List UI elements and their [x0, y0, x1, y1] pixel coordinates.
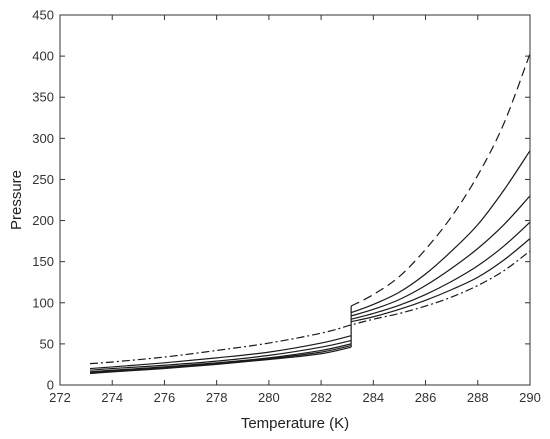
- series-line-1: [350, 53, 531, 307]
- y-tick-label: 450: [32, 8, 54, 23]
- series-line-6: [89, 250, 531, 365]
- y-tick-label: 350: [32, 90, 54, 105]
- x-tick-label: 288: [467, 390, 489, 405]
- series-line-9: [89, 343, 352, 373]
- plot-background: [60, 15, 530, 385]
- x-tick-label: 278: [206, 390, 228, 405]
- series-line-3: [350, 195, 531, 317]
- series-line-10: [89, 344, 352, 374]
- series-line-2: [350, 150, 531, 314]
- series-line-7: [89, 335, 352, 370]
- x-axis-ticks: 272 274 276 278 280 282 284 286 288 290: [49, 15, 541, 405]
- series-line-5: [351, 238, 531, 323]
- y-axis-ticks: 0 50 100 150 200 250 300 350 400 450: [32, 8, 530, 393]
- y-tick-label: 0: [47, 378, 54, 393]
- x-tick-label: 284: [362, 390, 384, 405]
- series-line-11: [89, 346, 352, 375]
- x-tick-label: 280: [258, 390, 280, 405]
- y-tick-label: 200: [32, 213, 54, 228]
- x-tick-label: 276: [154, 390, 176, 405]
- x-tick-label: 274: [101, 390, 123, 405]
- x-tick-label: 282: [310, 390, 332, 405]
- x-tick-label: 272: [49, 390, 71, 405]
- x-tick-label: 286: [415, 390, 437, 405]
- x-axis-label: Temperature (K): [241, 415, 349, 432]
- y-tick-label: 100: [32, 295, 54, 310]
- y-tick-label: 50: [40, 336, 54, 351]
- y-tick-label: 300: [32, 131, 54, 146]
- series-line-4: [350, 221, 531, 320]
- y-tick-label: 400: [32, 49, 54, 64]
- series-line-8: [89, 340, 352, 371]
- plot-frame: [59, 14, 531, 386]
- y-tick-label: 250: [32, 172, 54, 187]
- y-tick-label: 150: [32, 254, 54, 269]
- series-lines: [89, 53, 531, 375]
- x-tick-label: 290: [519, 390, 541, 405]
- y-axis-label: Pressure: [8, 170, 25, 230]
